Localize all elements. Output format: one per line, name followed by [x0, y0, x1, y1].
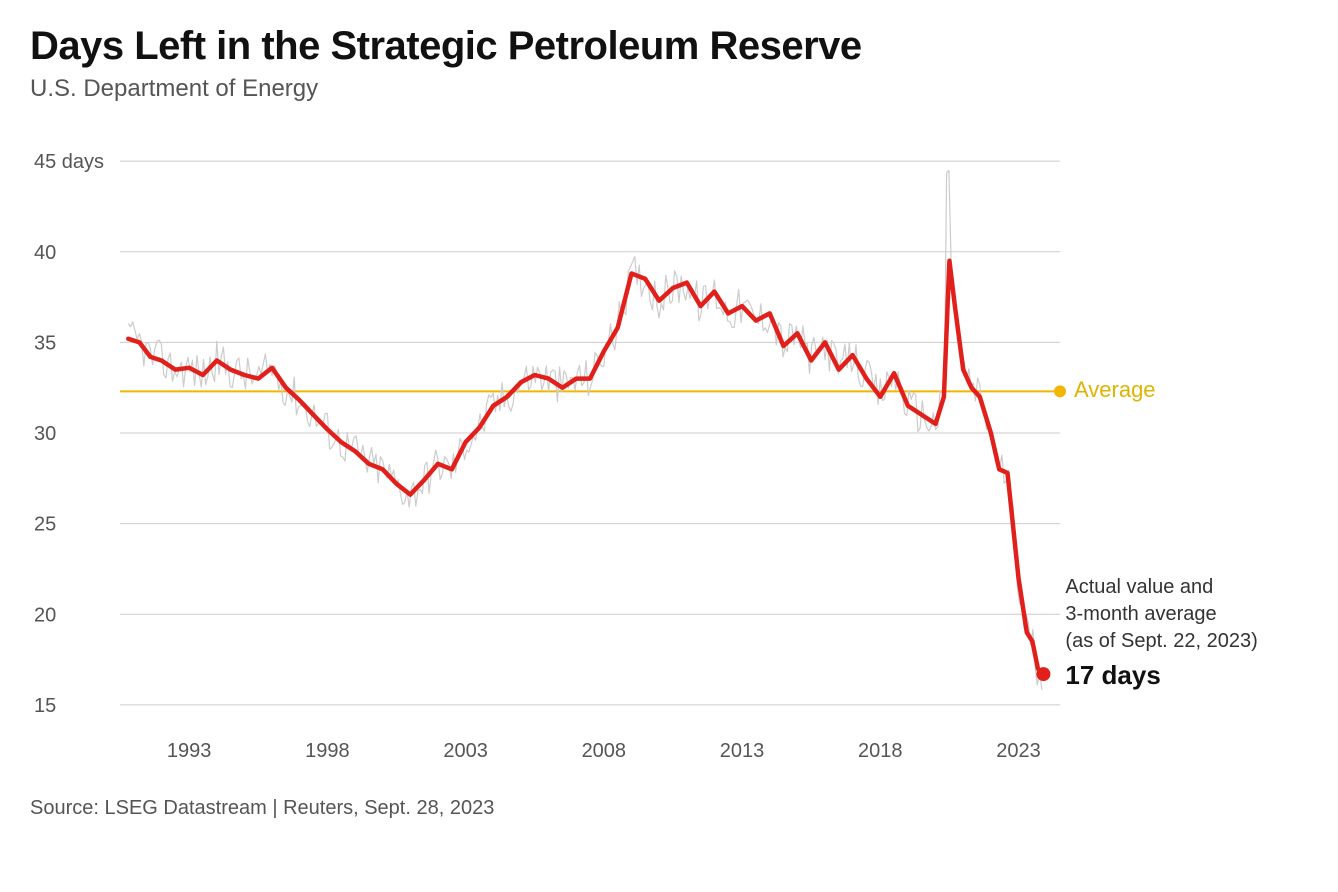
end-annotation-line1: Actual value and: [1065, 576, 1213, 598]
chart-container: 15 20 25 30 35 40 45 days 1993 1998 2003 2008 2013 2…: [30, 123, 1308, 783]
svg-text:25: 25: [34, 514, 56, 536]
svg-text:1998: 1998: [305, 740, 350, 762]
chart-subtitle: U.S. Department of Energy: [30, 75, 1308, 103]
svg-text:30: 30: [34, 423, 56, 445]
svg-text:2003: 2003: [443, 740, 488, 762]
svg-text:2018: 2018: [858, 740, 903, 762]
svg-text:40: 40: [34, 242, 56, 264]
chart-title: Days Left in the Strategic Petroleum Res…: [30, 24, 1308, 69]
end-annotation-line2: 3-month average: [1065, 603, 1216, 625]
svg-text:2013: 2013: [720, 740, 765, 762]
svg-text:20: 20: [34, 604, 56, 626]
svg-text:2023: 2023: [996, 740, 1041, 762]
average-label: Average: [1074, 377, 1156, 403]
svg-text:45 days: 45 days: [34, 151, 104, 173]
end-value-label: 17 days: [1065, 660, 1160, 691]
svg-text:15: 15: [34, 695, 56, 717]
svg-text:35: 35: [34, 332, 56, 354]
end-annotation: Actual value and 3-month average (as of …: [1065, 574, 1257, 655]
svg-text:2008: 2008: [582, 740, 627, 762]
svg-text:1993: 1993: [167, 740, 212, 762]
source-line: Source: LSEG Datastream | Reuters, Sept.…: [30, 797, 1308, 820]
end-annotation-line3: (as of Sept. 22, 2023): [1065, 630, 1257, 652]
